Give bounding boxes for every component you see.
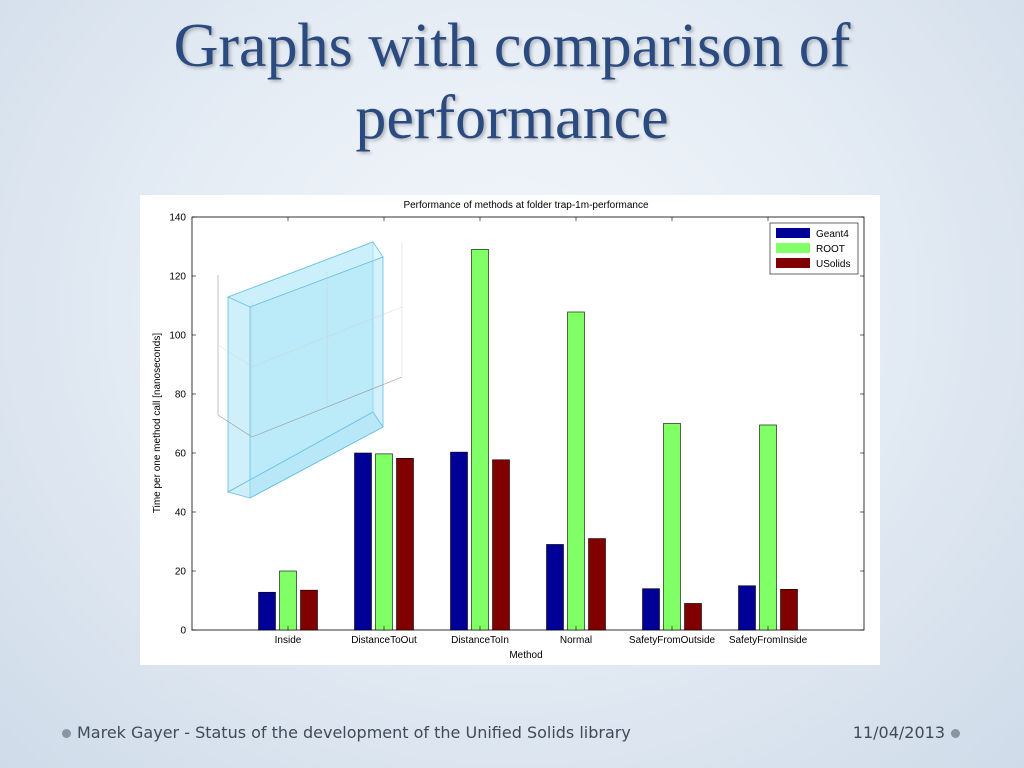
- slide-title: Graphs with comparison of performance: [0, 10, 1024, 154]
- bar-geant4-distancetoin: [450, 451, 468, 631]
- bullet-dot-icon: [62, 729, 71, 738]
- bar-usolids-inside: [300, 589, 318, 631]
- bar-geant4-normal: [546, 544, 564, 631]
- bar-geant4-inside: [258, 591, 276, 631]
- bullet-dot-icon: [951, 729, 960, 738]
- footer-text: Marek Gayer - Status of the development …: [77, 723, 631, 742]
- y-tick-label: 80: [175, 390, 187, 401]
- inset-box-side-face: [226, 411, 384, 499]
- x-tick-label: Inside: [275, 635, 302, 646]
- bar-usolids-distancetoout: [396, 458, 414, 631]
- legend-swatch-geant4: [776, 228, 810, 238]
- x-tick-label: SafetyFromInside: [729, 635, 808, 646]
- y-tick-label: 120: [169, 272, 186, 283]
- x-tick-label: DistanceToOut: [351, 635, 417, 646]
- bar-usolids-safetyfromoutside: [684, 603, 702, 631]
- y-tick-label: 100: [169, 331, 186, 342]
- legend-swatch-usolids: [776, 258, 810, 268]
- footer-date: 11/04/2013: [852, 723, 945, 742]
- bar-root-safetyfrominside: [759, 424, 777, 631]
- y-tick-label: 40: [175, 508, 187, 519]
- inset-3d-box-plot: [217, 241, 403, 499]
- footer-left: Marek Gayer - Status of the development …: [62, 723, 631, 742]
- x-axis-label: Method: [509, 650, 542, 661]
- footer-right: 11/04/2013: [853, 723, 960, 742]
- chart-canvas: Performance of methods at folder trap-1m…: [140, 195, 880, 665]
- inset-axis-left: [217, 414, 253, 438]
- bar-root-normal: [567, 311, 585, 631]
- bar-root-safetyfromoutside: [663, 423, 681, 631]
- chart-title: Performance of methods at folder trap-1m…: [403, 200, 649, 211]
- slide-title-line-1: Graphs with comparison of: [173, 12, 851, 80]
- bar-root-distancetoin: [471, 249, 489, 631]
- y-tick-label: 140: [169, 213, 186, 224]
- bar-geant4-distancetoout: [354, 452, 372, 631]
- legend-swatch-root: [776, 243, 810, 253]
- legend-label-root: ROOT: [816, 244, 845, 255]
- y-tick-label: 0: [180, 626, 186, 637]
- bar-root-inside: [279, 570, 297, 631]
- y-tick-label: 60: [175, 449, 187, 460]
- bar-root-distancetoout: [375, 453, 393, 631]
- bar-geant4-safetyfromoutside: [642, 588, 660, 631]
- y-tick-label: 20: [175, 567, 187, 578]
- x-tick-label: Normal: [560, 635, 592, 646]
- bar-usolids-normal: [588, 538, 606, 631]
- legend: Geant4 ROOT USolids: [769, 222, 859, 275]
- inset-grid-line: [217, 344, 253, 368]
- legend-label-geant4: Geant4: [816, 229, 849, 240]
- inset-grid: [217, 242, 403, 437]
- axis-ticks-group: Inside DistanceToOut DistanceToIn Normal Saf…: [169, 213, 864, 646]
- slide-title-line-2: performance: [355, 84, 669, 152]
- bar-usolids-safetyfrominside: [780, 588, 798, 631]
- bar-usolids-distancetoin: [492, 459, 510, 631]
- bars-group: [258, 249, 798, 631]
- y-axis-label: Time per one method call [nanoseconds]: [152, 333, 163, 514]
- plot-frame: [191, 216, 865, 631]
- legend-label-usolids: USolids: [816, 259, 850, 270]
- bar-geant4-safetyfrominside: [738, 585, 756, 631]
- x-tick-label: SafetyFromOutside: [629, 635, 716, 646]
- bar-chart: Performance of methods at folder trap-1m…: [140, 195, 880, 665]
- x-tick-label: DistanceToIn: [451, 635, 509, 646]
